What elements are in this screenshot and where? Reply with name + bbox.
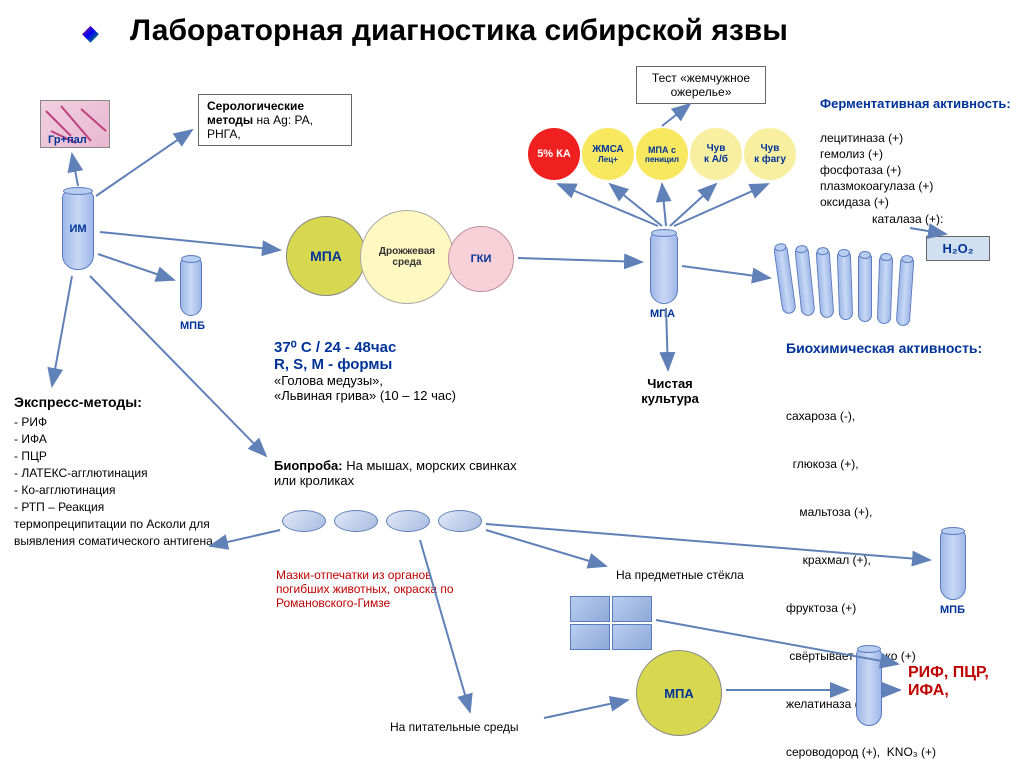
slide-rect: [612, 596, 652, 622]
biochem-item: сероводород (+), KNO₃ (+): [786, 744, 936, 760]
tube-bottom-right: [856, 648, 882, 726]
biochem-header: Биохимическая активность:: [786, 340, 982, 356]
enzyme-item: оксидаза (+): [820, 194, 933, 210]
circle-jmca-l1: ЖМСА: [592, 144, 624, 155]
tube-im-label: ИМ: [63, 223, 93, 235]
rif-label: РИФ, ПЦР, ИФА,: [908, 664, 998, 700]
express-list: - РИФ - ИФА - ПЦР - ЛАТЕКС-агглютинация …: [14, 414, 214, 550]
circle-ab: Чув к А/б: [690, 128, 742, 180]
circle-penicil-l2: пеницил: [645, 155, 679, 164]
express-item: - ПЦР: [14, 448, 214, 465]
express-item: - ЛАТЕКС-агглютинация: [14, 465, 214, 482]
biochem-tube: [858, 254, 872, 322]
gr-pal-label: Гр+пал: [48, 134, 87, 146]
circle-gki: ГКИ: [448, 226, 514, 292]
biochem-item: мальтоза (+),: [786, 504, 936, 520]
incubation-l2: R, S, M - формы: [274, 356, 456, 373]
tube-mpb: [180, 258, 202, 316]
h2o2-box: H₂O₂: [926, 236, 990, 261]
bullet-icon: ◆: [82, 20, 99, 46]
biochem-tube: [773, 245, 796, 314]
pearl-test-box: Тест «жемчужное ожерелье»: [636, 66, 766, 104]
tube-mpb-bottom-label: МПБ: [940, 604, 965, 616]
circle-yeast: Дрожжевая среда: [360, 210, 454, 304]
biochem-item: крахмал (+),: [786, 552, 936, 568]
circle-5ka: 5% КА: [528, 128, 580, 180]
mouse-icon: [334, 510, 378, 532]
biochem-tube: [794, 247, 815, 316]
circle-mpa: МПА: [286, 216, 366, 296]
circle-mpa-bottom: МПА: [636, 650, 722, 736]
tube-mpb-bottom: [940, 530, 966, 600]
bioprobe-label: Биопроба: На мышах, морских свинках или …: [274, 458, 534, 488]
express-item: - Ко-агглютинация: [14, 482, 214, 499]
slide-rect: [570, 596, 610, 622]
slide-rect: [570, 624, 610, 650]
tube-im: ИМ: [62, 190, 94, 270]
tube-mpb-label: МПБ: [180, 320, 205, 332]
incubation-l4: «Львиная грива» (10 – 12 час): [274, 388, 456, 403]
circle-jmca-l2: Лец+: [598, 155, 618, 164]
express-item: - РТП – Реакция термопреципитации по Аск…: [14, 499, 214, 550]
biochem-tube: [877, 256, 893, 324]
circle-penicil-l1: МПА с: [648, 145, 676, 155]
biochem-item: глюкоза (+),: [786, 456, 936, 472]
mouse-icon: [386, 510, 430, 532]
biochem-item: фруктоза (+): [786, 600, 936, 616]
enzyme-item: лецитиназа (+): [820, 130, 933, 146]
circle-penicil: МПА с пеницил: [636, 128, 688, 180]
incubation-l1: 37⁰ C / 24 - 48час: [274, 338, 456, 356]
biochem-tube: [816, 250, 835, 319]
biochem-item: сахароза (-),: [786, 408, 936, 424]
pure-culture-label: Чистая культура: [630, 376, 710, 406]
circle-jmca: ЖМСА Лец+: [582, 128, 634, 180]
circle-5ka-label: 5% КА: [537, 148, 571, 160]
smears-label: Мазки-отпечатки из органов погибших живо…: [276, 568, 466, 610]
biochem-tube: [896, 258, 915, 327]
express-header: Экспресс-методы:: [14, 394, 142, 410]
circle-mpa-label: МПА: [310, 248, 342, 264]
tube-mpa-right: [650, 232, 678, 304]
nutrient-label: На питательные среды: [390, 720, 519, 734]
slide-rect: [612, 624, 652, 650]
bioprobe-header: Биопроба:: [274, 458, 343, 473]
incubation-block: 37⁰ C / 24 - 48час R, S, M - формы «Голо…: [274, 338, 456, 403]
tube-mpa-right-label: МПА: [650, 308, 675, 320]
circle-yeast-label: Дрожжевая среда: [361, 246, 453, 268]
enzyme-header: Ферментативная активность:: [820, 96, 1011, 111]
circle-phage-l1: Чув: [761, 143, 780, 154]
mouse-icon: [282, 510, 326, 532]
enzyme-item: фосфотаза (+): [820, 162, 933, 178]
serology-box: Серологические методы на Ag: РА, РНГА,: [198, 94, 352, 146]
express-item: - ИФА: [14, 431, 214, 448]
page-title: Лабораторная диагностика сибирской язвы: [130, 14, 890, 48]
enzyme-item: плазмокоагулаза (+): [820, 178, 933, 194]
circle-ab-l2: к А/б: [704, 154, 728, 165]
enzyme-item: гемолиз (+): [820, 146, 933, 162]
biochem-tube: [837, 252, 853, 320]
catalase-label: каталаза (+):: [872, 212, 943, 226]
express-item: - РИФ: [14, 414, 214, 431]
enzyme-list: лецитиназа (+) гемолиз (+) фосфотаза (+)…: [820, 130, 933, 210]
incubation-l3: «Голова медузы»,: [274, 373, 456, 388]
mouse-icon: [438, 510, 482, 532]
circle-phage: Чув к фагу: [744, 128, 796, 180]
circle-gki-label: ГКИ: [471, 253, 492, 265]
slides-label: На предметные стёкла: [616, 568, 744, 582]
circle-mpa-bottom-label: МПА: [664, 686, 694, 701]
circle-ab-l1: Чув: [707, 143, 726, 154]
circle-phage-l2: к фагу: [754, 154, 786, 165]
